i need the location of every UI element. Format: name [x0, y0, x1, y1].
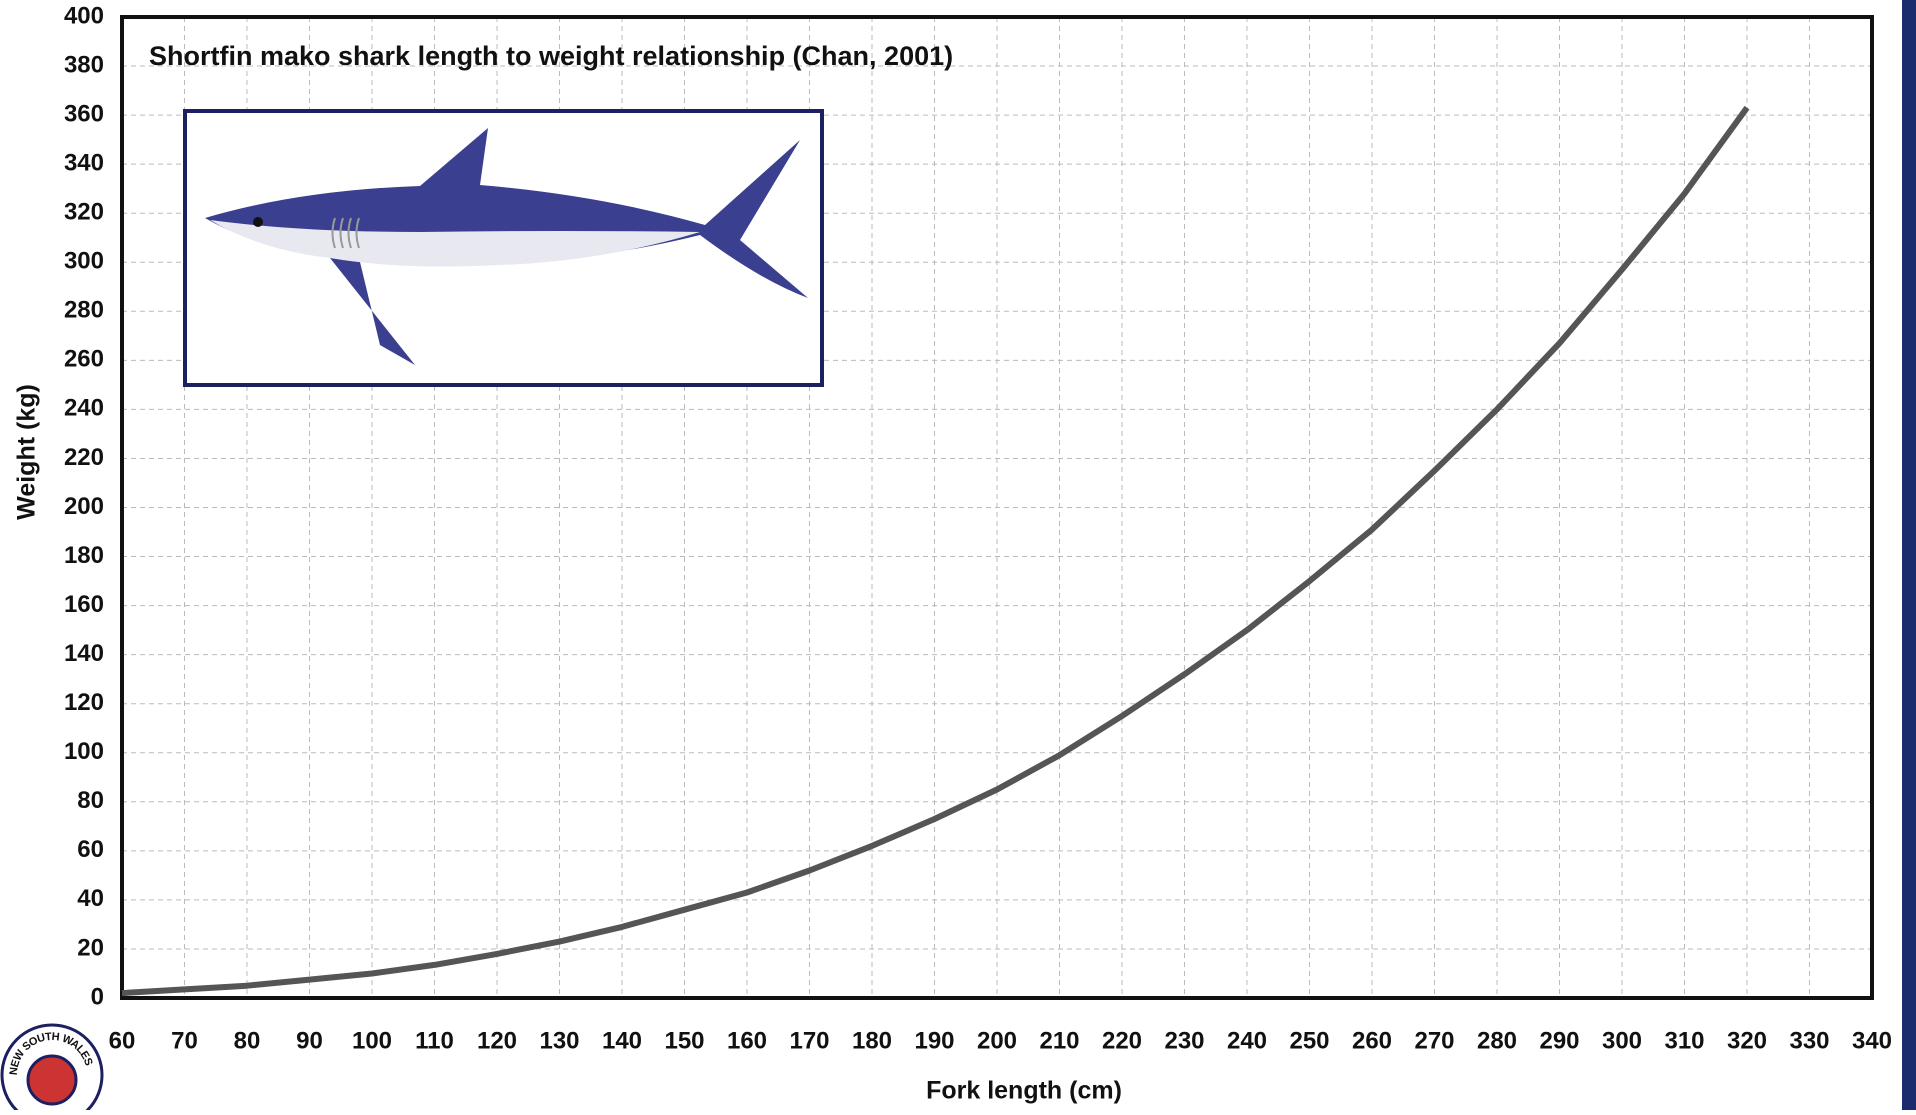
x-tick-label: 270 — [1414, 1027, 1454, 1054]
x-tick-label: 280 — [1477, 1027, 1517, 1054]
edge-strip — [1902, 0, 1916, 1110]
shark-inset — [183, 109, 824, 387]
x-tick-label: 160 — [727, 1027, 767, 1054]
x-tick-label: 340 — [1852, 1027, 1892, 1054]
x-tick-label: 220 — [1102, 1027, 1142, 1054]
x-tick-label: 80 — [234, 1027, 261, 1054]
x-tick-label: 150 — [664, 1027, 704, 1054]
y-tick-label: 100 — [64, 738, 104, 765]
x-tick-label: 120 — [477, 1027, 517, 1054]
y-tick-label: 220 — [64, 444, 104, 471]
x-tick-label: 320 — [1727, 1027, 1767, 1054]
x-tick-label: 190 — [914, 1027, 954, 1054]
logo: NEW SOUTH WALES — [0, 1023, 104, 1115]
y-tick-label: 40 — [77, 885, 104, 912]
x-tick-label: 130 — [539, 1027, 579, 1054]
x-tick-label: 200 — [977, 1027, 1017, 1054]
x-tick-label: 100 — [352, 1027, 392, 1054]
x-tick-label: 230 — [1164, 1027, 1204, 1054]
x-tick-label: 330 — [1789, 1027, 1829, 1054]
y-tick-label: 80 — [77, 787, 104, 814]
x-tick-label: 180 — [852, 1027, 892, 1054]
x-tick-label: 90 — [296, 1027, 323, 1054]
y-tick-label: 180 — [64, 542, 104, 569]
y-tick-label: 380 — [64, 51, 104, 78]
x-tick-label: 310 — [1664, 1027, 1704, 1054]
x-tick-label: 290 — [1539, 1027, 1579, 1054]
y-tick-label: 280 — [64, 297, 104, 324]
x-tick-label: 110 — [415, 1027, 454, 1054]
x-tick-label: 210 — [1039, 1027, 1079, 1054]
y-tick-label: 0 — [91, 983, 104, 1010]
y-tick-label: 240 — [64, 395, 104, 422]
y-axis-label: Weight (kg) — [13, 384, 41, 520]
y-tick-label: 320 — [64, 199, 104, 226]
y-tick-label: 260 — [64, 346, 104, 373]
x-tick-label: 300 — [1602, 1027, 1642, 1054]
y-tick-label: 400 — [64, 2, 104, 29]
x-tick-label: 70 — [171, 1027, 198, 1054]
y-tick-label: 60 — [77, 836, 104, 863]
y-tick-label: 340 — [64, 149, 104, 176]
y-tick-label: 120 — [64, 689, 104, 716]
chart-title: Shortfin mako shark length to weight rel… — [149, 41, 953, 71]
x-tick-label: 250 — [1289, 1027, 1329, 1054]
plot-frame — [120, 15, 1874, 1000]
y-tick-label: 140 — [64, 640, 104, 667]
x-tick-label: 260 — [1352, 1027, 1392, 1054]
x-tick-label: 170 — [789, 1027, 829, 1054]
y-tick-label: 20 — [77, 934, 104, 961]
y-tick-label: 360 — [64, 100, 104, 127]
y-tick-label: 300 — [64, 248, 104, 275]
weight-line — [121, 105, 1750, 997]
y-tick-label: 160 — [64, 591, 104, 618]
y-tick-label: 200 — [64, 493, 104, 520]
x-tick-label: 240 — [1227, 1027, 1267, 1054]
x-tick-label: 60 — [109, 1027, 136, 1054]
x-tick-label: 140 — [602, 1027, 642, 1054]
x-axis-label: Fork length (cm) — [926, 1077, 1122, 1105]
